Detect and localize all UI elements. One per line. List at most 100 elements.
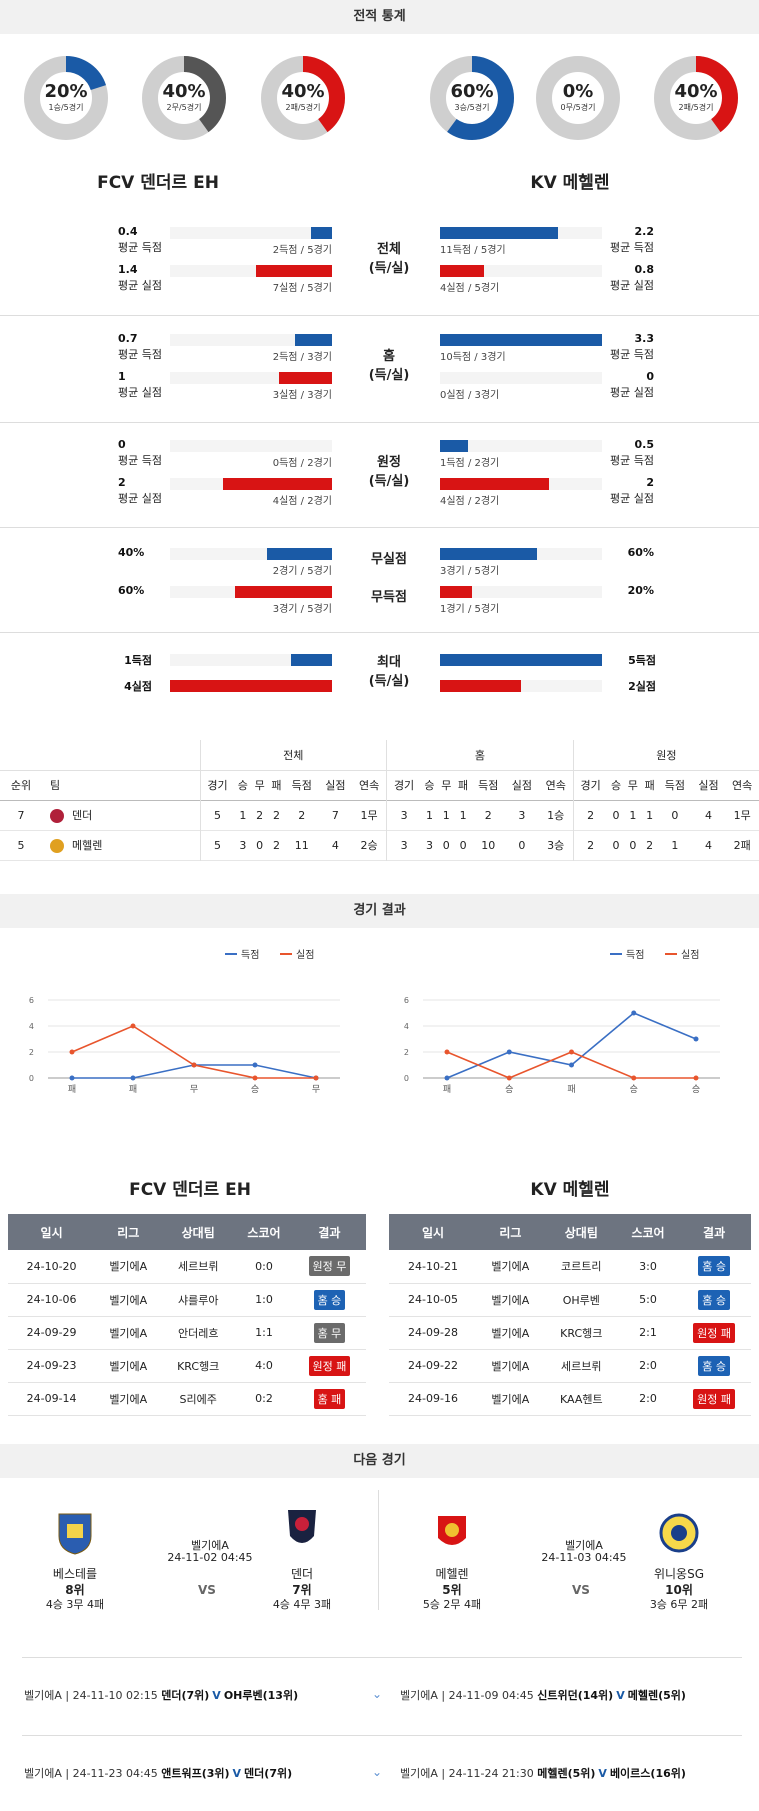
ranking-cell: 1무: [360, 809, 378, 822]
result-opp: 세르브뤼: [161, 1250, 236, 1284]
ranking-row[interactable]: 7 덴더 5 1 2 2 2 7 1무 3 1 1 1 2 3 1승 2 0 1 1 0 4 1무: [0, 800, 759, 830]
fixture-left[interactable]: 벨기에A | 24-11-10 02:15 덴더(7위) V OH루벤(13위): [24, 1687, 298, 1703]
ranking-cell: 1: [646, 808, 654, 822]
result-score: 4:0: [235, 1349, 293, 1383]
result-league: 벨기에A: [476, 1316, 544, 1350]
bar-track: [440, 440, 602, 452]
results-row[interactable]: 24-09-28 벨기에A KRC헹크 2:1 원정 패: [389, 1316, 751, 1350]
away-value: 2: [646, 476, 654, 489]
ranking-col-header: 득점: [664, 779, 686, 792]
results-col-header: 일시: [8, 1214, 96, 1250]
donut-svg: [654, 56, 738, 140]
y-tick-label: 0: [29, 1074, 34, 1083]
data-point: [693, 1075, 699, 1081]
home-sub: 2경기 / 5경기: [272, 566, 332, 577]
ranking-col-header: 승: [424, 779, 435, 792]
results-section-header: 경기 결과: [0, 894, 759, 928]
chevron-down-icon[interactable]: ⌄: [372, 1765, 383, 1779]
away-value: 0.8: [634, 263, 655, 276]
home-value: 1.4: [118, 263, 138, 276]
result-score: 2:1: [618, 1316, 678, 1350]
results-col-header: 스코어: [618, 1214, 678, 1250]
fixture-meta: 벨기에A | 24-11-10 02:15: [24, 1689, 158, 1702]
results-row[interactable]: 24-10-05 벨기에A OH루벤 5:0 홈 승: [389, 1283, 751, 1317]
results-row[interactable]: 24-10-06 벨기에A 샤를루아 1:0 홈 승: [8, 1283, 366, 1317]
clean-label: 무실점: [371, 552, 407, 567]
ranking-col-header: 무: [254, 779, 265, 792]
away-value: 60%: [627, 546, 654, 559]
data-point: [693, 1036, 699, 1042]
donut-percent: 40%: [674, 81, 718, 102]
home-max-value: 4실점: [124, 680, 152, 693]
result-date: 24-10-06: [8, 1283, 96, 1317]
ranking-cell: 0: [256, 838, 264, 852]
ranking-cell: 11: [294, 838, 309, 852]
home-bar: [311, 227, 332, 239]
ranking-cell: 2: [572, 800, 608, 830]
fixture-opponent: 메헬렌(5위): [627, 1689, 686, 1702]
divider: [0, 315, 759, 316]
donut-chart: 0% 0무/5경기: [535, 55, 621, 141]
result-league: 벨기에A: [95, 1283, 162, 1317]
donut-percent: 0%: [562, 81, 594, 102]
away-label: 평균 득점: [610, 241, 654, 254]
results-row[interactable]: 24-09-16 벨기에A KAA헨트 2:0 원정 패: [389, 1382, 751, 1416]
result-badge: 홈 승: [313, 1289, 346, 1310]
ranking-cell: 1: [442, 808, 450, 822]
result-cell: 홈 승: [677, 1283, 751, 1317]
donut-caption: 1승/5경기: [48, 103, 84, 112]
donut-svg: [24, 56, 108, 140]
chevron-down-icon[interactable]: ⌄: [372, 1687, 383, 1701]
away-label: 평균 실점: [610, 279, 654, 292]
results-row[interactable]: 24-10-20 벨기에A 세르브뤼 0:0 원정 무: [8, 1250, 366, 1284]
ranking-row[interactable]: 5 메헬렌 5 3 0 2 11 4 2승 3 3 0 0 10 0 3승 2 0 0 2 1 4 2패: [0, 830, 759, 860]
fixture-right[interactable]: 벨기에A | 24-11-09 04:45 신트위던(14위) V 메헬렌(5위): [400, 1687, 686, 1703]
data-point: [444, 1075, 450, 1081]
next-left-team2-rank: 7위: [292, 1583, 312, 1597]
fixture-opponent: 베이르스(16위): [609, 1767, 686, 1780]
result-badge: 원정 패: [308, 1355, 351, 1376]
mechelen-crest-svg: [438, 1516, 466, 1545]
result-badge: 홈 승: [698, 1256, 730, 1277]
home-sub: 3실점 / 3경기: [272, 390, 332, 401]
result-opp: 샤를루아: [161, 1283, 236, 1317]
ranking-header-empty: [42, 740, 200, 770]
y-tick-label: 4: [404, 1022, 409, 1031]
max-label: 최대 (득/실): [368, 655, 410, 689]
results-row[interactable]: 24-10-21 벨기에A 코르트리 3:0 홈 승: [389, 1250, 751, 1284]
home-results-chart: 득점 실점 0 2 4 6 패 패 무 승 무: [29, 949, 340, 1095]
away-results-chart: 득점 실점 0 2 4 6 패 승 패 승 승: [404, 949, 720, 1095]
fixture-left[interactable]: 벨기에A | 24-11-23 04:45 앤트워프(3위) V 덴더(7위): [24, 1765, 292, 1781]
results-row[interactable]: 24-09-22 벨기에A 세르브뤼 2:0 홈 승: [389, 1349, 751, 1383]
results-row[interactable]: 24-09-29 벨기에A 안더레흐 1:1 홈 무: [8, 1316, 366, 1350]
result-cell: 홈 패: [292, 1382, 366, 1416]
data-point: [631, 1010, 637, 1016]
next-left-league: 벨기에A: [191, 1539, 229, 1552]
ranking-cell: 0: [459, 838, 467, 852]
donut-caption: 0무/5경기: [560, 103, 596, 112]
home-value: 0: [118, 438, 126, 451]
ranking-col-header: 경기: [199, 770, 235, 800]
next-right-team1-name: 메헬렌: [435, 1567, 469, 1581]
fixture-right[interactable]: 벨기에A | 24-11-24 21:30 메헬렌(5위) V 베이르스(16위): [400, 1765, 686, 1781]
home-bar: [256, 265, 332, 277]
donut-svg: [536, 56, 620, 140]
home-bar: [223, 478, 332, 490]
result-date: 24-09-16: [389, 1382, 477, 1416]
donut-arc: [142, 56, 226, 140]
donut-arc: [430, 56, 514, 140]
stat-group-label: 원정 (득/실): [368, 455, 410, 489]
donut-percent: 60%: [450, 81, 494, 102]
result-cell: 홈 승: [292, 1283, 366, 1317]
ranking-col-header: 연속: [732, 779, 753, 792]
away-value: 0: [646, 370, 654, 383]
result-date: 24-10-21: [389, 1250, 477, 1284]
results-row[interactable]: 24-09-14 벨기에A S리에주 0:2 홈 패: [8, 1382, 366, 1416]
away-bar: [440, 548, 537, 560]
ranking-col-header: 실점: [698, 779, 719, 792]
divider: [0, 422, 759, 423]
donut-percent: 20%: [44, 81, 88, 102]
bar-track: [440, 586, 602, 598]
results-row[interactable]: 24-09-23 벨기에A KRC헹크 4:0 원정 패: [8, 1349, 366, 1383]
ranking-col-header: 경기: [572, 770, 608, 800]
